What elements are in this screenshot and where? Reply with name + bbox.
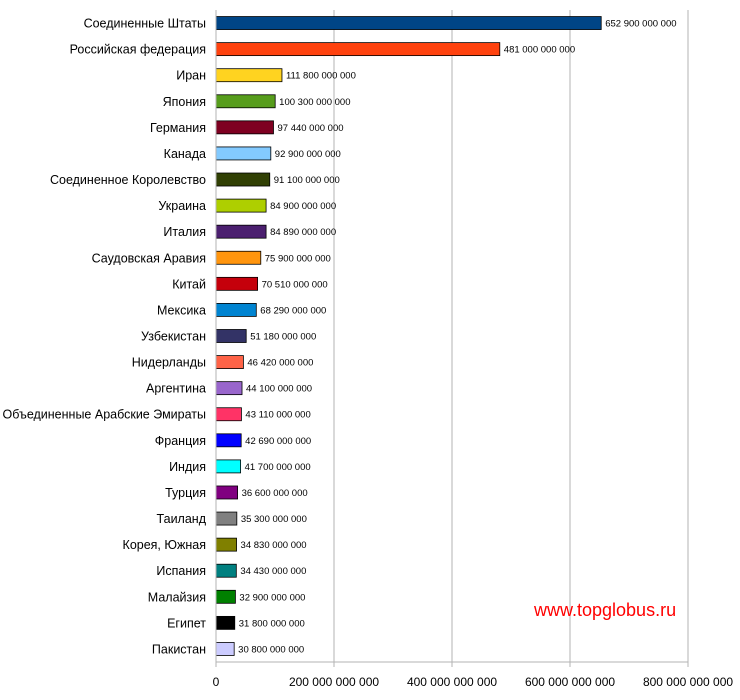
bar: [215, 146, 272, 161]
bar: [215, 172, 271, 187]
category-label: Италия: [163, 225, 206, 239]
value-label: 84 890 000 000: [270, 227, 336, 238]
bar: [215, 120, 274, 135]
bar: [215, 615, 236, 630]
category-label: Таиланд: [157, 512, 207, 526]
x-tick-label: 0: [213, 675, 220, 689]
bar: [215, 329, 247, 343]
category-label: Нидерланды: [132, 356, 206, 370]
category-label: Египет: [167, 616, 206, 630]
category-label: Саудовская Аравия: [92, 251, 206, 265]
value-label: 92 900 000 000: [275, 149, 341, 160]
category-label: Малайзия: [148, 590, 206, 604]
value-label: 42 690 000 000: [245, 436, 311, 447]
category-label: Канада: [164, 147, 206, 161]
category-label: Узбекистан: [141, 330, 206, 344]
value-label: 68 290 000 000: [260, 305, 326, 316]
value-label: 111 800 000 000: [286, 71, 356, 82]
value-label: 97 440 000 000: [277, 123, 343, 134]
bar: [215, 381, 243, 396]
value-label: 36 600 000 000: [242, 488, 308, 499]
category-label: Германия: [150, 121, 206, 135]
category-label: Пакистан: [152, 642, 206, 656]
bar: [215, 355, 244, 369]
x-tick-label: 400 000 000 000: [407, 675, 497, 689]
bar: [215, 276, 259, 291]
x-tick-label: 600 000 000 000: [525, 675, 615, 689]
value-label: 34 830 000 000: [241, 540, 307, 551]
bar: [215, 589, 236, 604]
value-label: 32 900 000 000: [239, 592, 305, 603]
category-label: Российская федерация: [70, 43, 206, 57]
value-label: 41 700 000 000: [245, 462, 311, 473]
gridlines: [333, 10, 689, 662]
bar: [215, 459, 242, 474]
bar: [215, 68, 283, 83]
value-label: 46 420 000 000: [247, 358, 313, 369]
value-label: 91 100 000 000: [274, 175, 340, 186]
bar: [215, 198, 267, 213]
value-label: 31 800 000 000: [239, 618, 305, 629]
category-label: Соединенное Королевство: [50, 173, 206, 187]
bar: [215, 303, 257, 317]
value-labels: 652 900 000 000 481 000 000 000 111 800 00…: [238, 19, 676, 656]
category-label: Украина: [158, 199, 206, 213]
category-label: Испания: [156, 564, 206, 578]
bar: [215, 485, 238, 500]
value-label: 481 000 000 000: [504, 45, 575, 56]
category-label: Иран: [176, 69, 206, 83]
bar: [215, 42, 501, 57]
category-label: Аргентина: [146, 382, 206, 396]
value-label: 34 430 000 000: [240, 566, 306, 577]
category-label: Турция: [165, 486, 206, 500]
category-label: Франция: [155, 434, 206, 448]
category-label: Китай: [172, 277, 206, 291]
bar: [215, 563, 237, 578]
bar: [215, 224, 267, 239]
x-axis: 0 200 000 000 000 400 000 000 000 600 000 0…: [213, 10, 733, 689]
value-label: 35 300 000 000: [241, 514, 307, 525]
watermark-text: www.topglobus.ru: [534, 600, 677, 620]
bar: [215, 511, 238, 526]
x-tick-label: 200 000 000 000: [289, 675, 379, 689]
bar: [215, 94, 276, 109]
bar: [215, 407, 242, 422]
value-label: 84 900 000 000: [270, 201, 336, 212]
value-label: 70 510 000 000: [262, 279, 328, 290]
bar: [215, 642, 235, 656]
category-label: Япония: [163, 95, 206, 109]
bar: [215, 537, 237, 552]
value-label: 44 100 000 000: [246, 384, 312, 395]
category-label: Мексика: [157, 303, 206, 317]
bar: [215, 250, 262, 265]
value-label: 43 110 000 000: [245, 410, 310, 421]
value-label: 75 900 000 000: [265, 253, 331, 264]
bar: [215, 433, 242, 448]
value-label: 30 800 000 000: [238, 644, 304, 655]
category-labels: Соединенные Штаты Российская федерация Ира…: [3, 17, 207, 657]
category-label: Индия: [169, 460, 206, 474]
value-label: 51 180 000 000: [250, 332, 316, 343]
category-label: Объединенные Арабские Эмираты: [3, 408, 206, 422]
value-label: 652 900 000 000: [605, 19, 676, 30]
value-label: 100 300 000 000: [279, 97, 350, 108]
bars: [215, 16, 602, 656]
bar: [215, 16, 602, 30]
x-tick-label: 800 000 000 000: [643, 675, 733, 689]
category-label: Корея, Южная: [123, 538, 206, 552]
category-label: Соединенные Штаты: [84, 17, 206, 31]
